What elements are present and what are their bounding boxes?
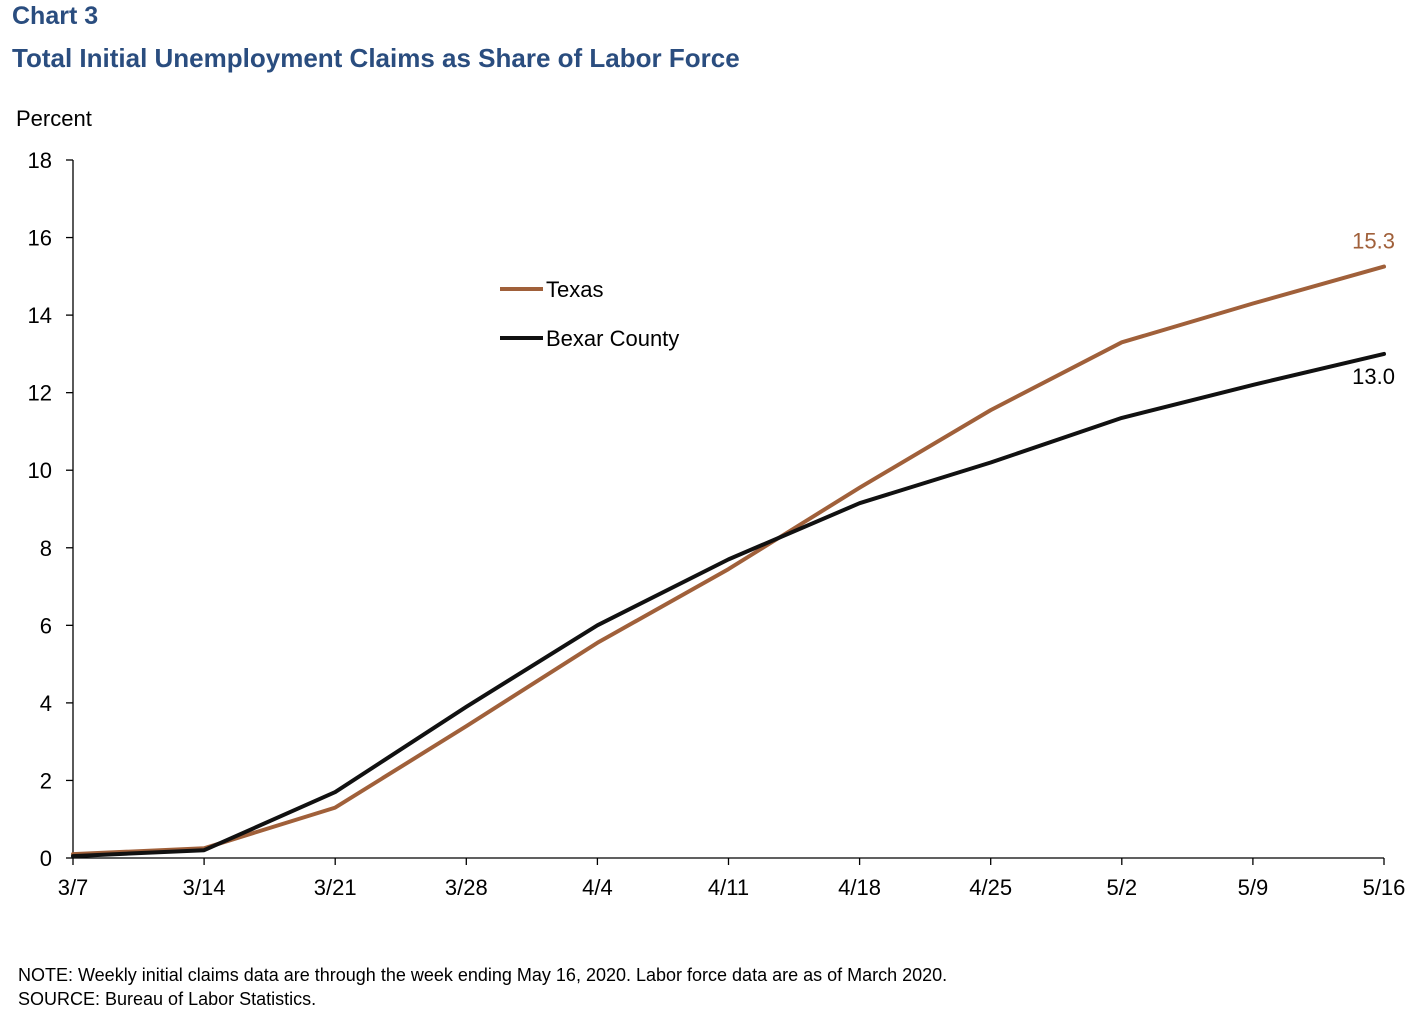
x-tick-label: 4/4 bbox=[582, 875, 613, 900]
y-tick-label: 0 bbox=[40, 846, 52, 871]
line-chart: Percent 0 2 4 6 8 10 12 14 16 18 3/7 3/14 3/21 3/28 4/… bbox=[16, 106, 1406, 900]
y-tick-label: 6 bbox=[40, 613, 52, 638]
end-label-bexar-county: 13.0 bbox=[1352, 364, 1395, 389]
y-tick-label: 14 bbox=[28, 303, 52, 328]
x-tick-label: 3/14 bbox=[183, 875, 226, 900]
y-tick-label: 8 bbox=[40, 536, 52, 561]
x-tick-label: 4/18 bbox=[838, 875, 881, 900]
y-tick-label: 12 bbox=[28, 381, 52, 406]
chart-number-label: Chart 3 bbox=[12, 2, 99, 30]
legend-label-texas: Texas bbox=[546, 277, 603, 302]
end-label-texas: 15.3 bbox=[1352, 229, 1395, 254]
y-axis-label: Percent bbox=[16, 106, 92, 131]
x-tick-label: 3/28 bbox=[445, 875, 488, 900]
chart-legend: Texas Bexar County bbox=[500, 277, 679, 351]
y-tick-label: 16 bbox=[28, 226, 52, 251]
y-tick-label: 18 bbox=[28, 148, 52, 173]
series-line-texas bbox=[71, 264, 1386, 857]
series-line-bexar-county bbox=[71, 351, 1386, 859]
chart-axes: 0 2 4 6 8 10 12 14 16 18 3/7 3/14 3/21 3/28 4/4 4/11 4/1… bbox=[28, 148, 1406, 900]
x-tick-label: 5/9 bbox=[1238, 875, 1269, 900]
y-tick-label: 4 bbox=[40, 691, 52, 716]
x-tick-label: 3/7 bbox=[58, 875, 89, 900]
note-text: NOTE: Weekly initial claims data are thr… bbox=[18, 965, 948, 985]
y-tick-label: 2 bbox=[40, 768, 52, 793]
legend-label-bexar-county: Bexar County bbox=[546, 326, 679, 351]
footnotes: NOTE: Weekly initial claims data are thr… bbox=[18, 963, 947, 1011]
end-value-labels: 15.3 13.0 bbox=[1352, 229, 1395, 389]
x-tick-label: 4/25 bbox=[969, 875, 1012, 900]
x-tick-label: 5/16 bbox=[1363, 875, 1406, 900]
y-tick-label: 10 bbox=[28, 458, 52, 483]
x-tick-label: 5/2 bbox=[1107, 875, 1138, 900]
source-text: SOURCE: Bureau of Labor Statistics. bbox=[18, 989, 317, 1009]
chart-title: Total Initial Unemployment Claims as Sha… bbox=[12, 43, 740, 73]
x-tick-label: 4/11 bbox=[708, 875, 749, 900]
x-tick-label: 3/21 bbox=[314, 875, 357, 900]
chart-series-lines bbox=[71, 264, 1386, 859]
